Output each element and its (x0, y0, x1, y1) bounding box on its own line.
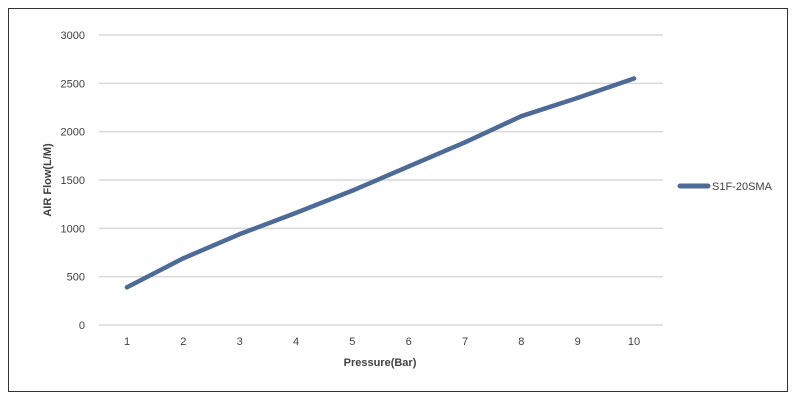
x-tick-label: 10 (628, 336, 640, 348)
data-point (631, 76, 637, 81)
data-point (181, 256, 186, 261)
y-tick-label: 1500 (61, 175, 85, 187)
y-axis-label: AIR Flow(L/M) (42, 143, 54, 217)
y-tick-label: 2000 (61, 127, 85, 139)
x-tick-label: 5 (349, 336, 355, 348)
y-tick-labels: 0 500 1000 1500 2000 2500 3000 (61, 30, 85, 332)
y-tick-label: 0 (79, 320, 85, 332)
x-tick-labels: 1 2 3 4 5 6 7 8 9 10 (124, 336, 640, 348)
x-axis-label: Pressure(Bar) (344, 357, 417, 369)
chart-frame (8, 8, 788, 392)
series-layer (124, 76, 637, 290)
data-point (462, 140, 468, 145)
y-tick-label: 2500 (61, 78, 85, 90)
series-line (124, 76, 637, 290)
legend: S1F-20SMA (677, 181, 773, 193)
x-tick-label: 3 (237, 336, 243, 348)
x-tick-label: 4 (293, 336, 299, 348)
y-tick-label: 500 (67, 272, 85, 284)
data-point (350, 188, 355, 193)
x-tick-label: 9 (575, 336, 581, 348)
gridlines (99, 34, 663, 326)
data-point (124, 285, 130, 290)
x-tick-label: 2 (180, 336, 186, 348)
data-point (519, 114, 524, 119)
x-tick-label: 1 (124, 336, 130, 348)
y-tick-label: 1000 (61, 223, 85, 235)
y-tick-label: 3000 (61, 30, 85, 42)
x-tick-label: 7 (462, 336, 468, 348)
legend-label: S1F-20SMA (712, 181, 773, 193)
data-point (237, 231, 242, 237)
data-point (575, 95, 580, 101)
data-point (293, 210, 299, 216)
x-tick-label: 8 (518, 336, 524, 348)
x-tick-label: 6 (406, 336, 412, 348)
data-point (406, 164, 411, 169)
